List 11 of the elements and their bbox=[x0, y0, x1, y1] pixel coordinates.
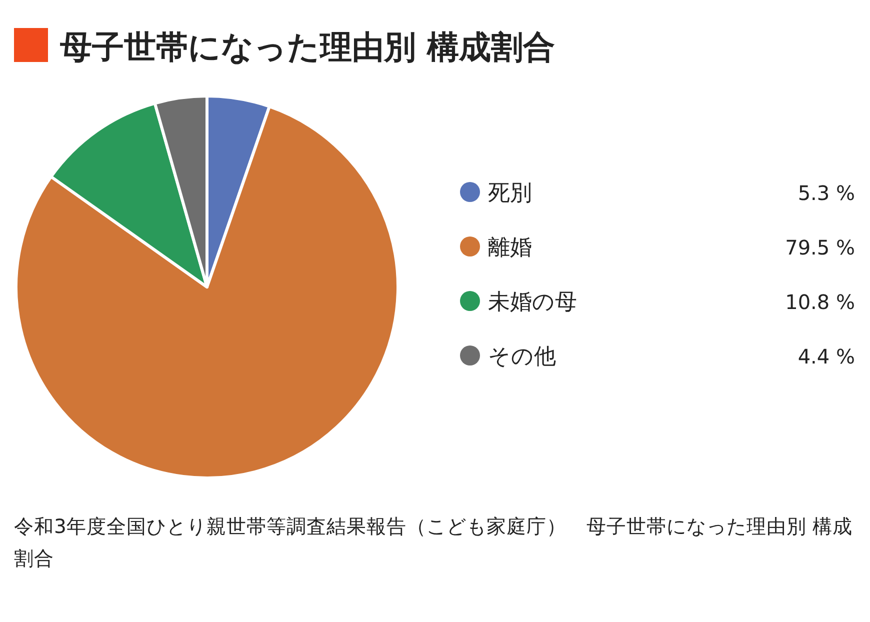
data-label: 10.8 % bbox=[785, 290, 855, 314]
data-label: 5.3 % bbox=[798, 181, 855, 205]
data-label: 4.4 % bbox=[798, 344, 855, 368]
legend-label: 離婚 bbox=[488, 236, 532, 260]
chart-title: 母子世帯になった理由別 構成割合 bbox=[59, 28, 556, 66]
pie-slice bbox=[153, 94, 208, 288]
legend-label: その他 bbox=[488, 344, 556, 370]
legend-label: 死別 bbox=[488, 181, 532, 206]
data-label: 79.5 % bbox=[785, 236, 855, 260]
text: 令和3年度全国ひとり親世帯等調査結果報告（こども家庭庁） 母子世帯になった理由別 構成割合 bbox=[14, 515, 853, 570]
legend-label: 未婚の母 bbox=[488, 290, 577, 315]
